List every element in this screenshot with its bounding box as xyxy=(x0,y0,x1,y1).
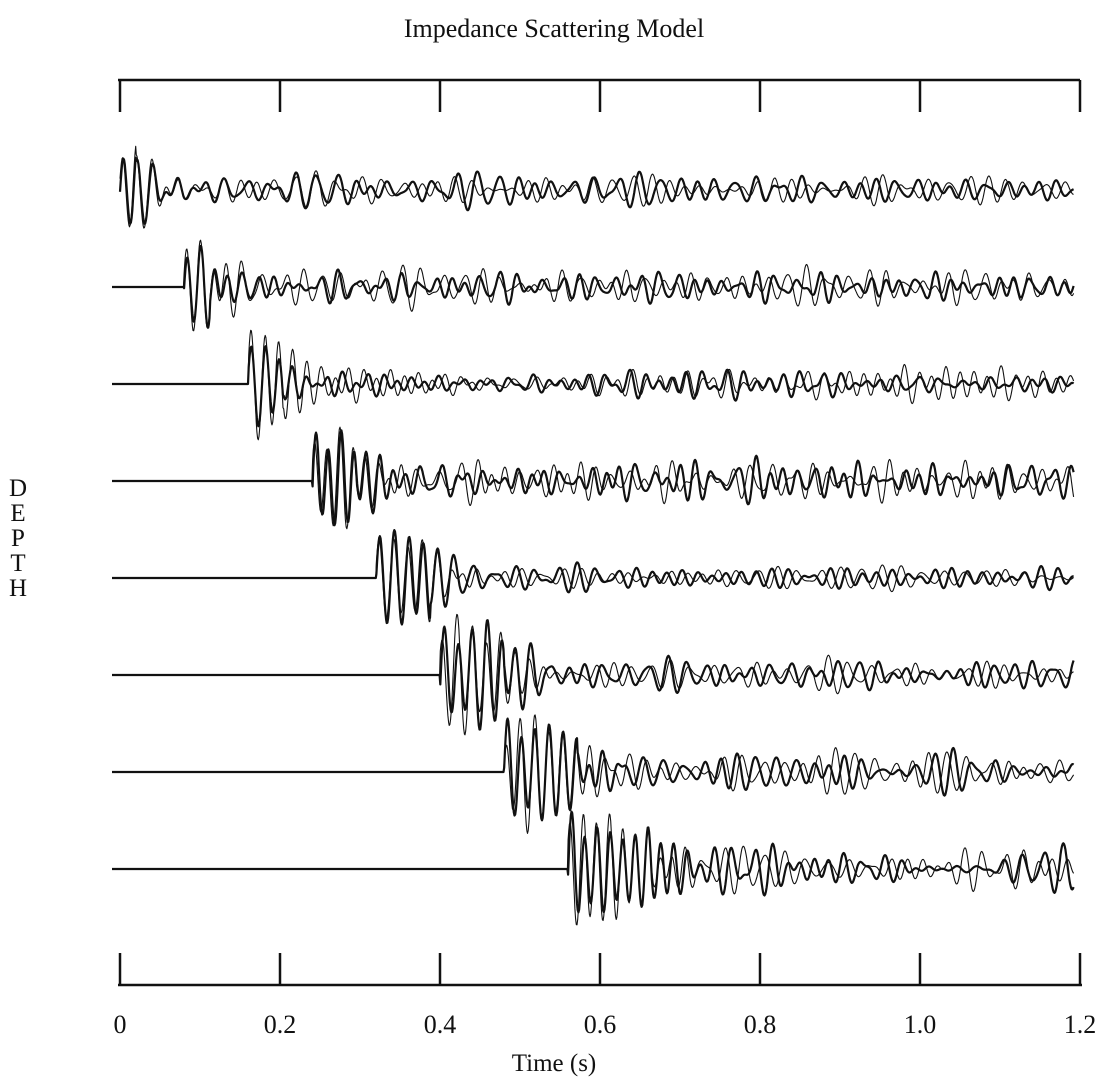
trace-line-secondary xyxy=(112,239,1075,332)
x-tick-label: 0.4 xyxy=(424,1010,457,1039)
trace-line-secondary xyxy=(112,613,1074,736)
trace-line-secondary xyxy=(112,813,1075,926)
y-axis-label-letter: H xyxy=(8,575,28,602)
x-tick-label: 0.2 xyxy=(264,1010,297,1039)
y-axis-label-letter: P xyxy=(11,525,25,552)
trace-line-primary xyxy=(111,810,1075,914)
trace-line-secondary xyxy=(112,714,1075,834)
y-axis-label-letter: E xyxy=(10,500,26,527)
trace-line-secondary xyxy=(112,426,1075,530)
x-tick-label: 1.0 xyxy=(904,1010,937,1039)
trace-line-secondary xyxy=(119,145,1074,229)
trace-line-primary xyxy=(111,529,1074,626)
x-axis-label: Time (s) xyxy=(511,1050,597,1077)
x-tick-label: 1.2 xyxy=(1064,1010,1097,1039)
x-tick-label: 0.6 xyxy=(584,1010,617,1039)
chart-plot-area: 0 0.2 0.4 0.6 0.8 1.0 1.2 xyxy=(111,78,1097,1039)
trace-line-primary xyxy=(118,156,1075,225)
y-axis-label-letter: T xyxy=(10,550,26,577)
trace-line-secondary xyxy=(112,329,1075,441)
trace-line-primary xyxy=(111,244,1075,329)
x-tick-label: 0.8 xyxy=(744,1010,777,1039)
x-tick-label: 0 xyxy=(114,1010,127,1039)
y-axis-label-letter: D xyxy=(8,475,28,502)
chart-title: Impedance Scattering Model xyxy=(403,14,705,43)
trace-line-primary xyxy=(111,345,1075,428)
trace-line-secondary xyxy=(112,538,1074,623)
